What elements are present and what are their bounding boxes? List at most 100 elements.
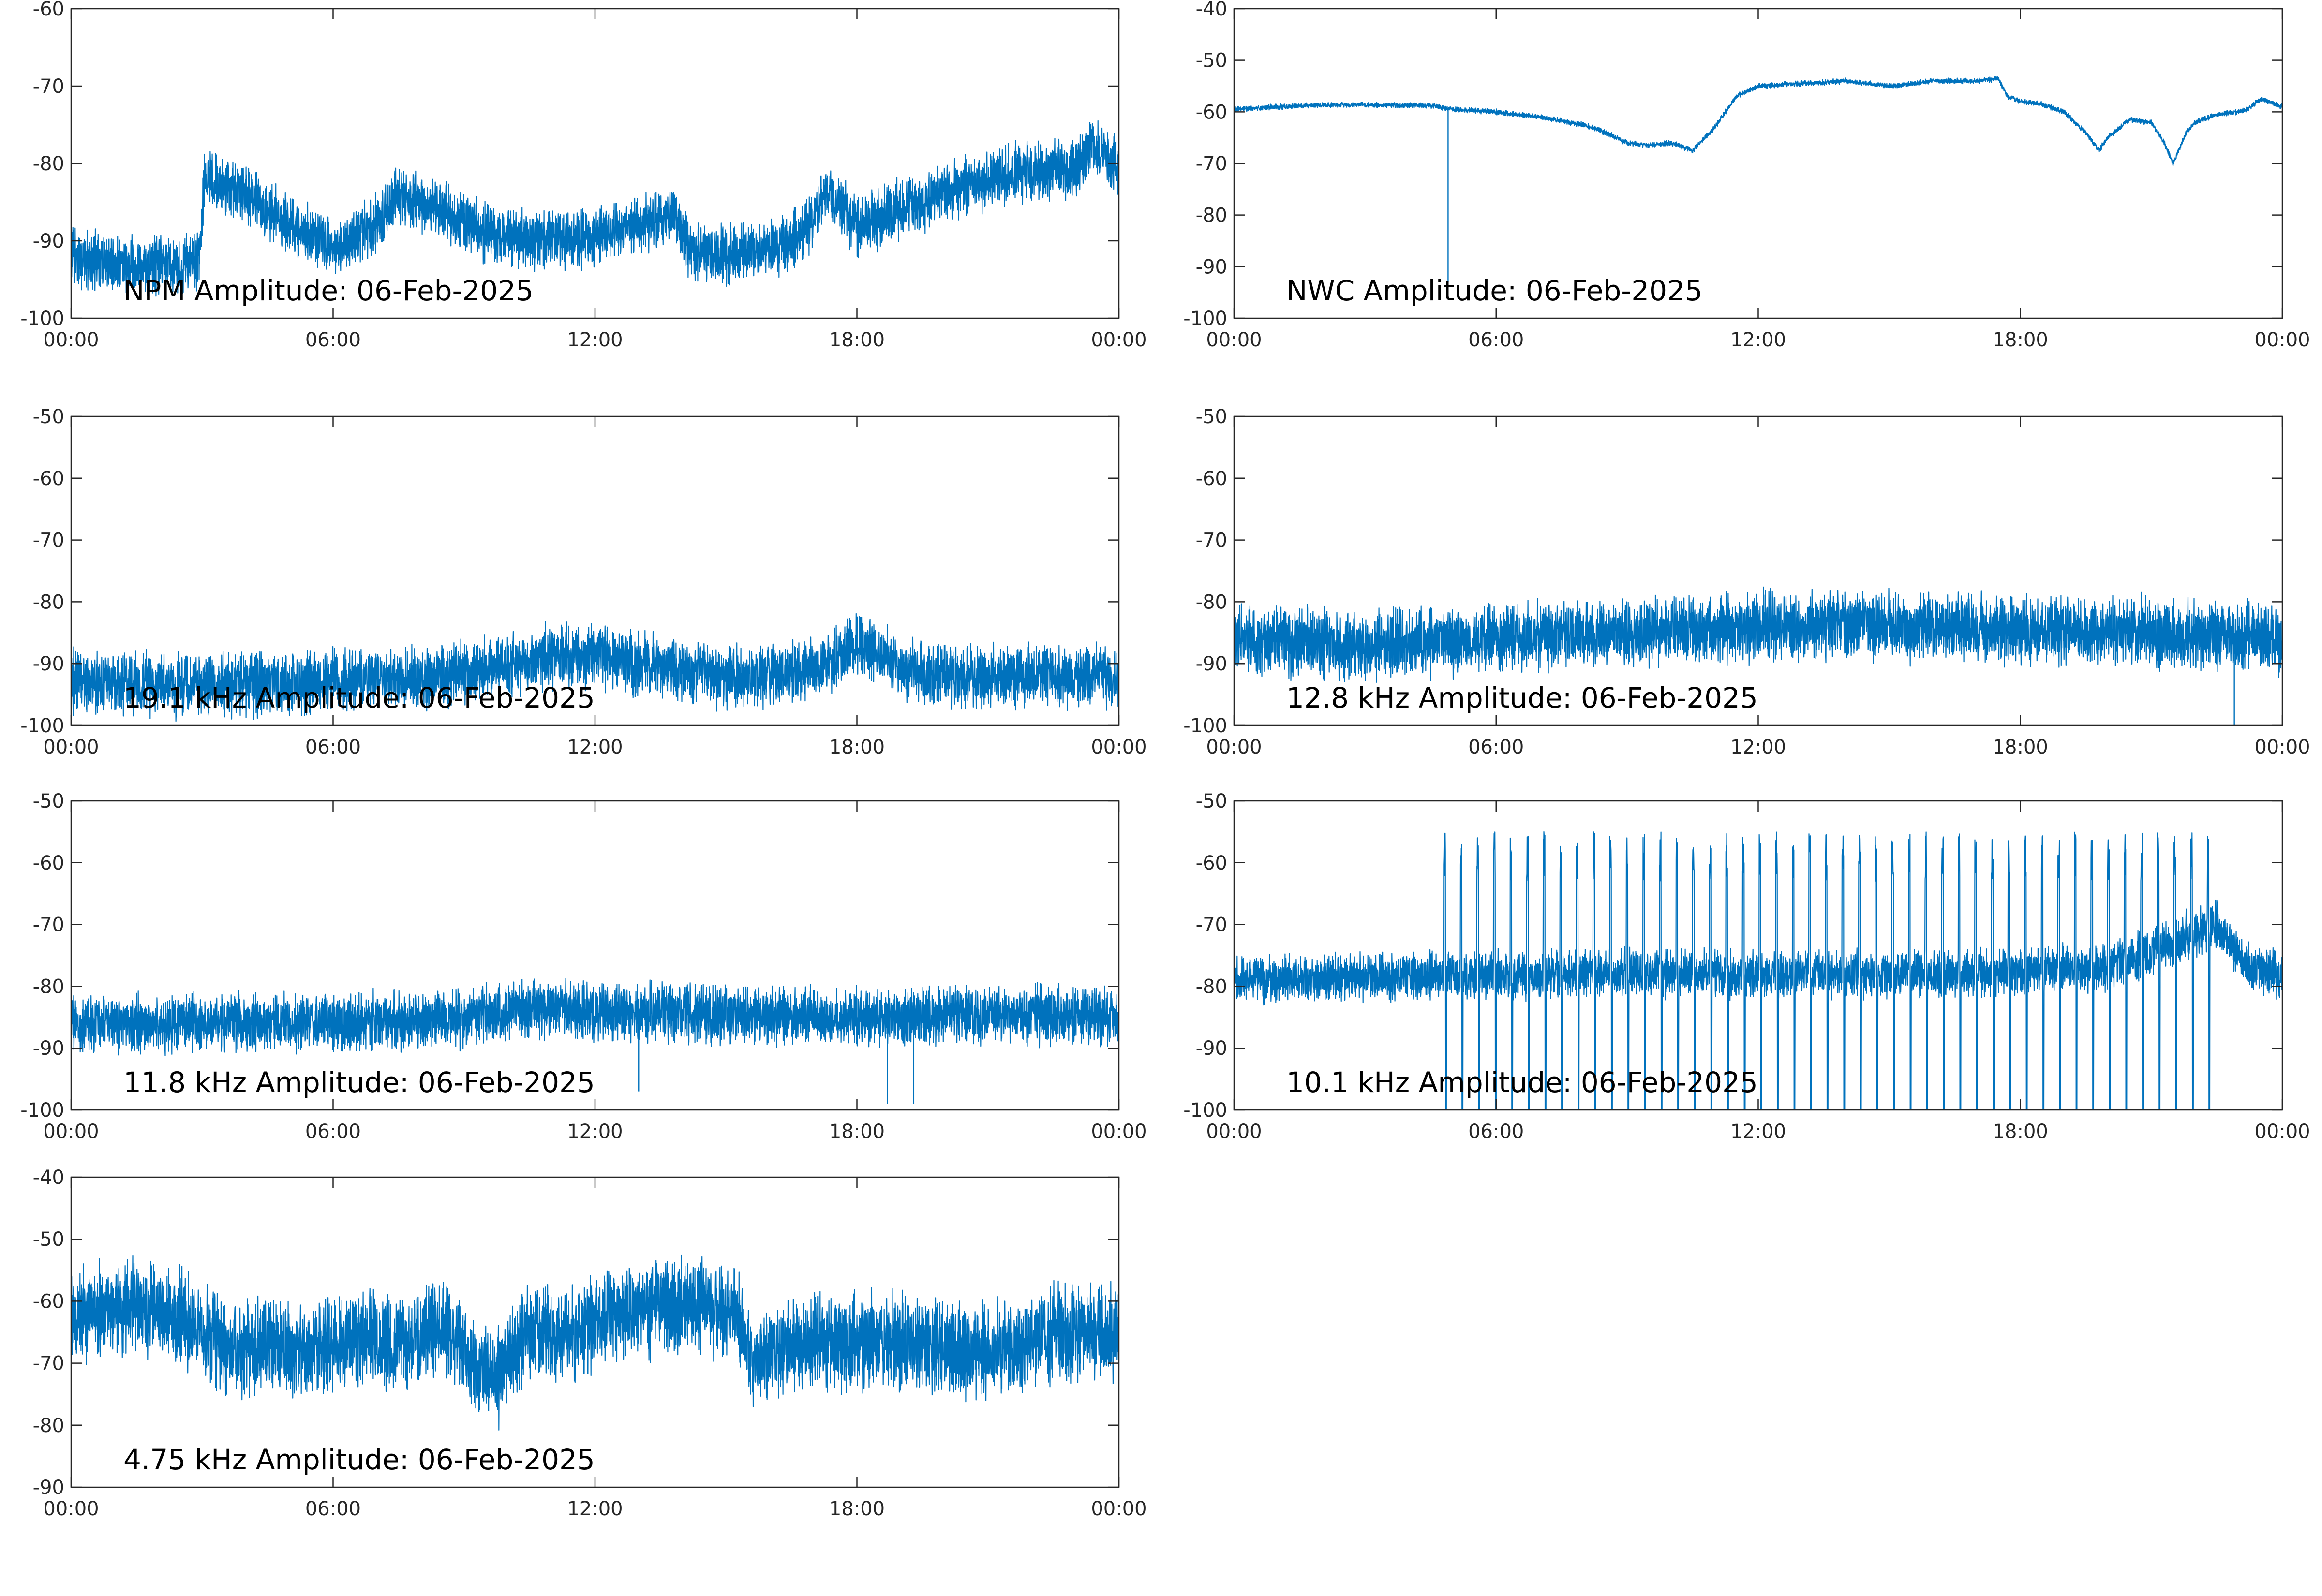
x-tick-label: 00:00: [43, 1498, 99, 1520]
chart-panel: 00:00 06:00 12:00 18:00 00:00 -40 -50 -60 -70 -80…: [33, 1167, 1147, 1520]
x-tick-label: 06:00: [305, 736, 361, 758]
y-tick-label: -70: [33, 75, 64, 98]
panel-title: NWC Amplitude: 06-Feb-2025: [1286, 274, 1703, 307]
x-tick-label: 00:00: [43, 1121, 99, 1143]
panel-title: 19.1 kHz Amplitude: 06-Feb-2025: [123, 681, 595, 714]
series-line: [1234, 76, 2282, 166]
y-tick-label: -100: [20, 308, 64, 330]
x-tick-label: 00:00: [2254, 1121, 2310, 1143]
y-tick-label: -60: [1196, 852, 1227, 874]
y-tick-label: -60: [33, 852, 64, 874]
y-tick-label: -90: [33, 1037, 64, 1060]
y-tick-label: -70: [1196, 530, 1227, 552]
chart-panel: 00:00 06:00 12:00 18:00 00:00 -50 -60 -70 -80 -90…: [1183, 790, 2310, 1143]
y-tick-label: -70: [33, 530, 64, 552]
y-tick-label: -50: [1196, 790, 1227, 813]
x-tick-label: 18:00: [829, 736, 885, 758]
x-tick-label: 18:00: [1993, 329, 2048, 351]
y-tick-label: -90: [33, 230, 64, 252]
x-tick-label: 12:00: [1730, 1121, 1786, 1143]
x-tick-label: 18:00: [1993, 1121, 2048, 1143]
x-tick-label: 06:00: [305, 1121, 361, 1143]
x-tick-label: 00:00: [2254, 329, 2310, 351]
y-tick-label: -100: [1183, 715, 1227, 737]
y-tick-label: -100: [20, 715, 64, 737]
x-tick-label: 00:00: [1091, 1121, 1146, 1143]
chart-panel: 00:00 06:00 12:00 18:00 00:00 -50 -60 -70 -80 -90…: [1183, 406, 2310, 758]
panel-title: NPM Amplitude: 06-Feb-2025: [123, 274, 534, 307]
panel-title: 11.8 kHz Amplitude: 06-Feb-2025: [123, 1066, 595, 1099]
y-tick-label: -70: [33, 1353, 64, 1375]
series-line: [1234, 586, 2282, 683]
y-tick-label: -80: [33, 153, 64, 175]
x-tick-label: 00:00: [2254, 736, 2310, 758]
x-tick-label: 00:00: [1091, 1498, 1146, 1520]
y-tick-label: -80: [1196, 205, 1227, 227]
x-tick-label: 00:00: [43, 329, 99, 351]
x-tick-label: 18:00: [1993, 736, 2048, 758]
x-tick-label: 18:00: [829, 1498, 885, 1520]
y-tick-label: -70: [1196, 153, 1227, 175]
x-tick-label: 06:00: [305, 1498, 361, 1520]
y-tick-label: -60: [33, 1290, 64, 1313]
y-tick-label: -80: [33, 591, 64, 613]
y-tick-label: -90: [1196, 256, 1227, 278]
series-line: [71, 1254, 1119, 1431]
panels: 00:00 06:00 12:00 18:00 00:00 -60 -70 -80 -90 -10…: [20, 0, 2310, 1520]
y-tick-label: -60: [1196, 468, 1227, 490]
chart-panel: 00:00 06:00 12:00 18:00 00:00 -50 -60 -70 -80 -90…: [20, 406, 1146, 758]
y-tick-label: -90: [33, 653, 64, 675]
y-tick-label: -100: [20, 1099, 64, 1122]
x-tick-label: 12:00: [1730, 329, 1786, 351]
y-tick-label: -90: [33, 1477, 64, 1499]
x-tick-label: 00:00: [43, 736, 99, 758]
y-tick-label: -40: [1196, 0, 1227, 20]
x-tick-label: 12:00: [567, 329, 623, 351]
y-tick-label: -50: [1196, 50, 1227, 72]
panel-title: 12.8 kHz Amplitude: 06-Feb-2025: [1286, 681, 1758, 714]
x-tick-label: 06:00: [1468, 736, 1524, 758]
chart-panel: 00:00 06:00 12:00 18:00 00:00 -40 -50 -60 -70 -80…: [1183, 0, 2310, 351]
x-tick-label: 06:00: [305, 329, 361, 351]
y-tick-label: -100: [1183, 308, 1227, 330]
x-tick-label: 00:00: [1091, 329, 1146, 351]
y-tick-label: -50: [33, 1228, 64, 1251]
x-tick-label: 18:00: [829, 1121, 885, 1143]
y-tick-label: -70: [1196, 914, 1227, 936]
x-tick-label: 12:00: [567, 1121, 623, 1143]
x-tick-label: 06:00: [1468, 1121, 1524, 1143]
y-tick-label: -40: [33, 1167, 64, 1189]
x-tick-label: 00:00: [1206, 329, 1262, 351]
panel-title: 4.75 kHz Amplitude: 06-Feb-2025: [123, 1443, 595, 1476]
series-line: [71, 613, 1119, 722]
y-tick-label: -90: [1196, 1037, 1227, 1060]
y-tick-label: -70: [33, 914, 64, 936]
y-tick-label: -80: [33, 975, 64, 998]
x-tick-label: 06:00: [1468, 329, 1524, 351]
series-line: [71, 977, 1119, 1056]
y-tick-label: -100: [1183, 1099, 1227, 1122]
y-tick-label: -90: [1196, 653, 1227, 675]
y-tick-label: -50: [1196, 406, 1227, 428]
y-tick-label: -60: [33, 0, 64, 20]
x-tick-label: 18:00: [829, 329, 885, 351]
y-tick-label: -80: [1196, 591, 1227, 613]
y-tick-label: -50: [33, 790, 64, 813]
chart-panel: 00:00 06:00 12:00 18:00 00:00 -50 -60 -70 -80 -90…: [20, 790, 1146, 1143]
series-line: [71, 120, 1119, 297]
y-tick-label: -50: [33, 406, 64, 428]
y-tick-label: -60: [33, 468, 64, 490]
x-tick-label: 12:00: [567, 736, 623, 758]
chart-panel: 00:00 06:00 12:00 18:00 00:00 -60 -70 -80 -90 -10…: [20, 0, 1146, 351]
x-tick-label: 12:00: [1730, 736, 1786, 758]
x-tick-label: 12:00: [567, 1498, 623, 1520]
x-tick-label: 00:00: [1091, 736, 1146, 758]
x-tick-label: 00:00: [1206, 736, 1262, 758]
y-tick-label: -80: [1196, 975, 1227, 998]
series-line: [1234, 831, 2282, 1110]
y-tick-label: -80: [33, 1415, 64, 1437]
panel-title: 10.1 kHz Amplitude: 06-Feb-2025: [1286, 1066, 1758, 1099]
x-tick-label: 00:00: [1206, 1121, 1262, 1143]
y-tick-label: -60: [1196, 101, 1227, 123]
